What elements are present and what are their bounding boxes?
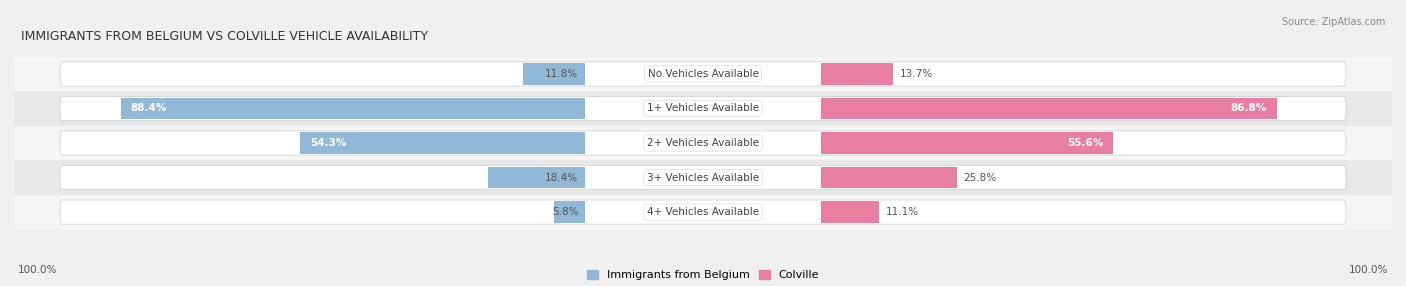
Bar <box>121 98 585 119</box>
FancyBboxPatch shape <box>60 165 1346 190</box>
Text: No Vehicles Available: No Vehicles Available <box>648 69 758 79</box>
FancyBboxPatch shape <box>60 200 1346 224</box>
Bar <box>14 57 1392 91</box>
Text: 100.0%: 100.0% <box>18 265 58 275</box>
Bar <box>821 167 956 188</box>
Text: 4+ Vehicles Available: 4+ Vehicles Available <box>647 207 759 217</box>
Bar <box>488 167 585 188</box>
Text: Source: ZipAtlas.com: Source: ZipAtlas.com <box>1281 17 1385 27</box>
Text: 11.1%: 11.1% <box>886 207 920 217</box>
Text: 25.8%: 25.8% <box>963 172 997 182</box>
Bar <box>821 63 893 85</box>
FancyBboxPatch shape <box>60 131 1346 155</box>
Text: 86.8%: 86.8% <box>1230 104 1267 114</box>
FancyBboxPatch shape <box>60 96 1346 121</box>
Text: 11.8%: 11.8% <box>546 69 578 79</box>
Text: 18.4%: 18.4% <box>546 172 578 182</box>
Bar <box>821 132 1114 154</box>
Bar <box>821 201 879 223</box>
Text: 3+ Vehicles Available: 3+ Vehicles Available <box>647 172 759 182</box>
Bar <box>14 91 1392 126</box>
Legend: Immigrants from Belgium, Colville: Immigrants from Belgium, Colville <box>586 270 820 281</box>
Text: 13.7%: 13.7% <box>900 69 932 79</box>
Text: IMMIGRANTS FROM BELGIUM VS COLVILLE VEHICLE AVAILABILITY: IMMIGRANTS FROM BELGIUM VS COLVILLE VEHI… <box>21 30 427 43</box>
Bar <box>14 160 1392 195</box>
Text: 54.3%: 54.3% <box>309 138 346 148</box>
Text: 88.4%: 88.4% <box>131 104 167 114</box>
Bar <box>14 195 1392 229</box>
Bar <box>523 63 585 85</box>
Text: 55.6%: 55.6% <box>1067 138 1104 148</box>
Bar <box>554 201 585 223</box>
Bar <box>299 132 585 154</box>
Bar <box>14 126 1392 160</box>
Bar <box>821 98 1277 119</box>
Text: 100.0%: 100.0% <box>1348 265 1388 275</box>
FancyBboxPatch shape <box>60 62 1346 86</box>
Text: 5.8%: 5.8% <box>551 207 578 217</box>
Text: 2+ Vehicles Available: 2+ Vehicles Available <box>647 138 759 148</box>
Text: 1+ Vehicles Available: 1+ Vehicles Available <box>647 104 759 114</box>
